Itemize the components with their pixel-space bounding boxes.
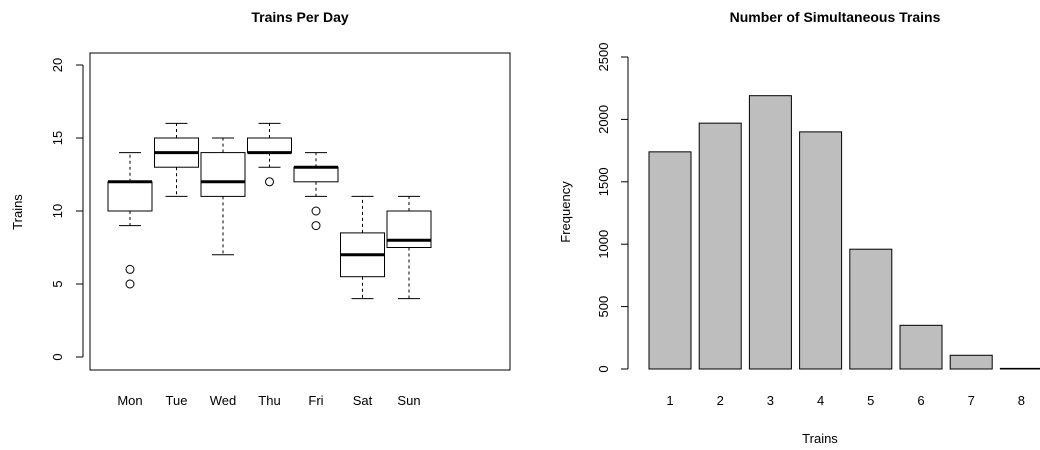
boxplot-x-tick-label: Mon [117,393,142,408]
iqr-box [200,152,246,197]
barchart-panel: Number of Simultaneous Trains Frequency … [558,9,1040,446]
barchart-y-axis: 0 500 1000 1500 2000 2500 [596,43,629,373]
iqr-box [247,137,292,154]
barchart-title: Number of Simultaneous Trains [730,9,941,25]
bar-4 [799,131,843,370]
boxplot-y-tick-label: 5 [50,280,65,287]
barchart-y-label: Frequency [558,181,573,243]
barchart-x-tick-label: 4 [817,393,824,408]
iqr-box [386,210,432,248]
barchart-y-tick-label: 500 [596,296,611,318]
box-thu [247,122,292,187]
barchart-x-label: Trains [802,431,838,446]
bar-7 [949,354,993,370]
boxplot-y-tick-label: 15 [50,131,65,145]
bar-6 [899,324,943,370]
boxplot-y-axis: 0 5 10 15 20 [50,58,84,361]
boxplot-frame [89,52,511,371]
barchart-y-tick-label: 0 [596,365,611,372]
iqr-box [107,181,153,212]
boxplot-x-tick-label: Tue [166,393,188,408]
barchart-y-tick-label: 2500 [596,43,611,72]
barchart-x-tick-label: 3 [767,393,774,408]
box-sat [340,195,385,300]
barchart-x-tick-label: 1 [666,393,673,408]
boxplot-x-tick-label: Sat [353,393,373,408]
barchart-x-tick-label: 5 [867,393,874,408]
boxplot-y-label: Trains [10,194,25,230]
barchart-x-tick-label: 6 [917,393,924,408]
outlier-point [311,221,321,231]
barchart-x-tick-label: 7 [968,393,975,408]
boxplot-y-tick-label: 10 [50,204,65,218]
barchart-y-tick-label: 1000 [596,230,611,259]
outlier-point [265,177,274,187]
bar-8 [999,367,1040,370]
bar-5 [849,248,893,370]
boxplot-panel: Trains Per Day Trains 0 5 10 15 20 Mon Tue Wed… [10,9,511,408]
box-wed [200,137,246,256]
boxplot-x-tick-labels: Mon Tue Wed Thu Fri Sat Sun [117,393,420,408]
bar-3 [748,95,792,370]
outlier-point [311,206,321,216]
box-fri [293,152,339,231]
boxplot-x-tick-label: Sun [397,393,420,408]
boxplot-title: Trains Per Day [251,9,348,25]
boxplot-y-tick-label: 20 [50,58,65,72]
boxplot-x-tick-label: Wed [210,393,237,408]
bar-2 [698,122,742,370]
barchart-y-tick-label: 2000 [596,105,611,134]
barchart-bars [648,95,1040,370]
outlier-point [125,264,135,274]
bar-1 [648,151,692,370]
boxplot-x-tick-label: Fri [308,393,323,408]
barchart-y-tick-label: 1500 [596,167,611,196]
barchart-x-tick-label: 8 [1018,393,1025,408]
box-sun [386,195,432,300]
barchart-x-tick-label: 2 [717,393,724,408]
box-mon [107,152,153,289]
boxplot-boxes [107,122,432,300]
boxplot-x-tick-label: Thu [258,393,280,408]
barchart-x-tick-labels: 1 2 3 4 5 6 7 8 [666,393,1025,408]
boxplot-y-tick-label: 0 [50,353,65,360]
outlier-point [125,279,135,289]
iqr-box [293,166,339,183]
box-tue [154,122,199,197]
